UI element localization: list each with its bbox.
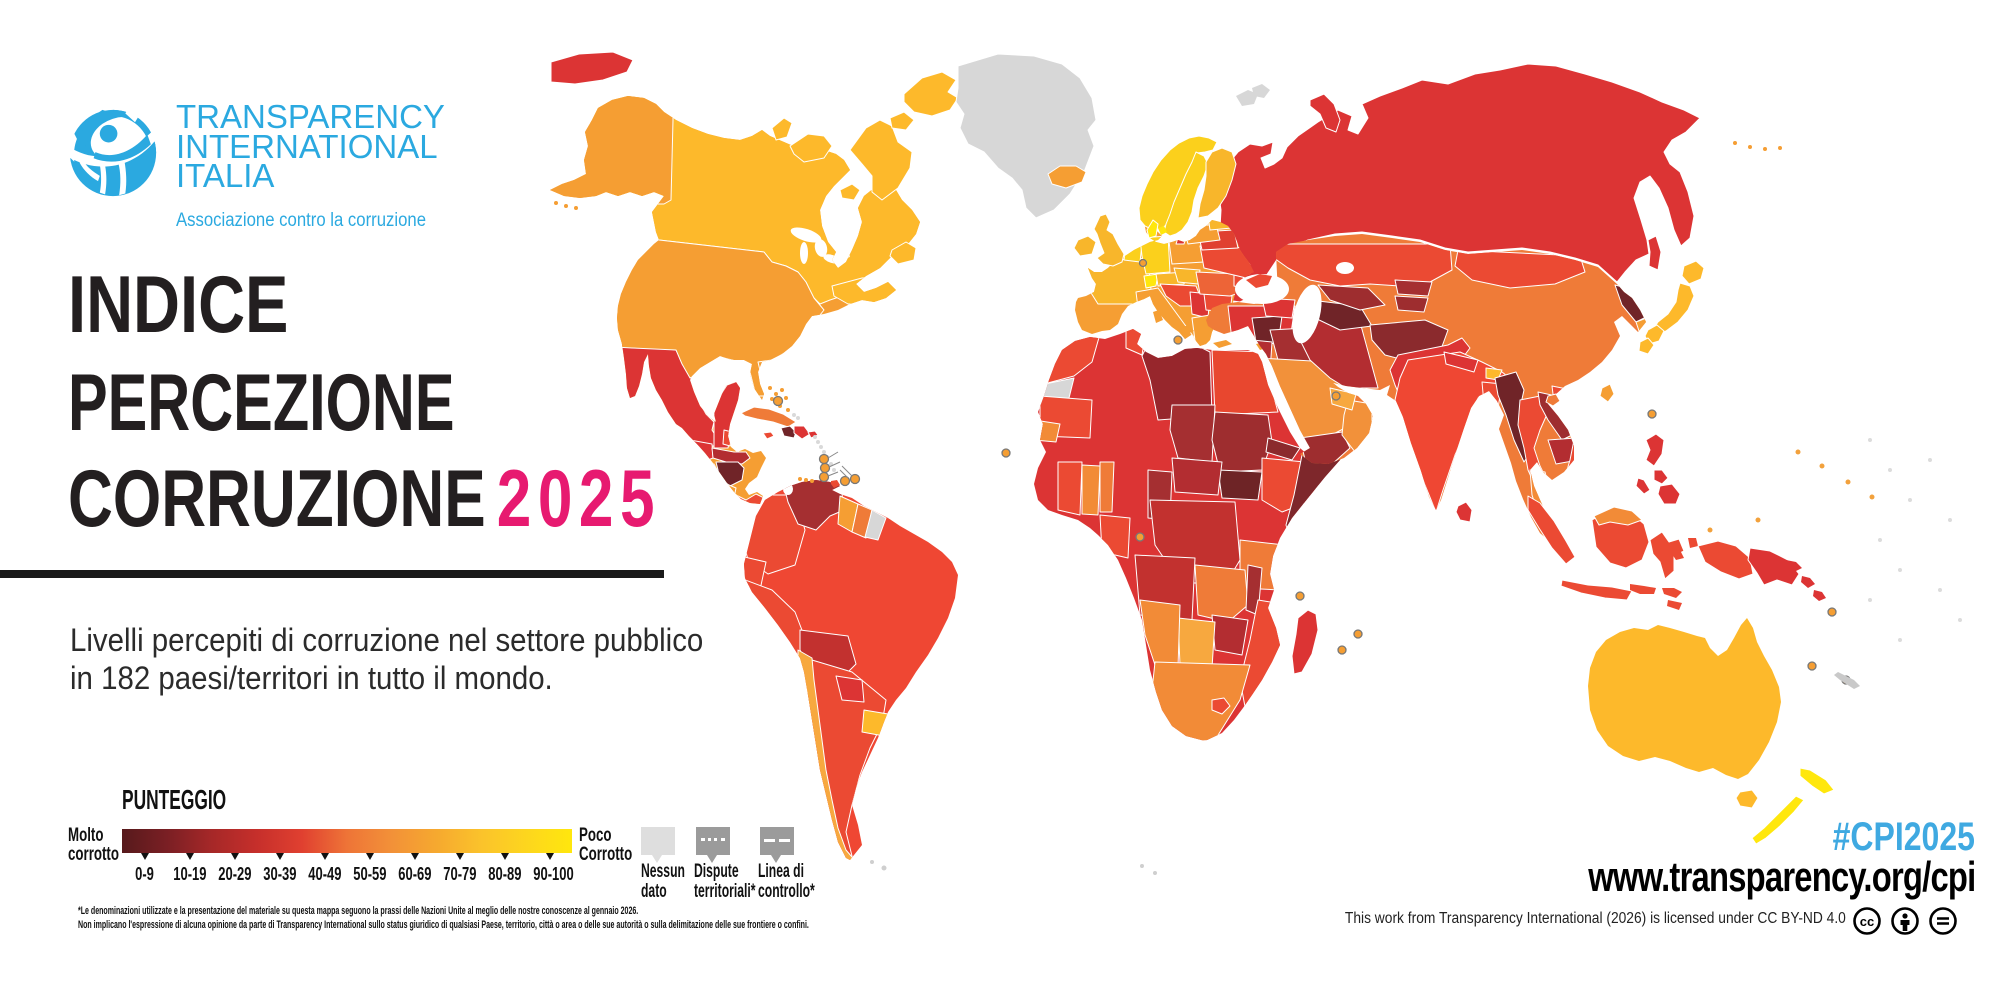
svg-text:cc: cc [1860,914,1874,929]
